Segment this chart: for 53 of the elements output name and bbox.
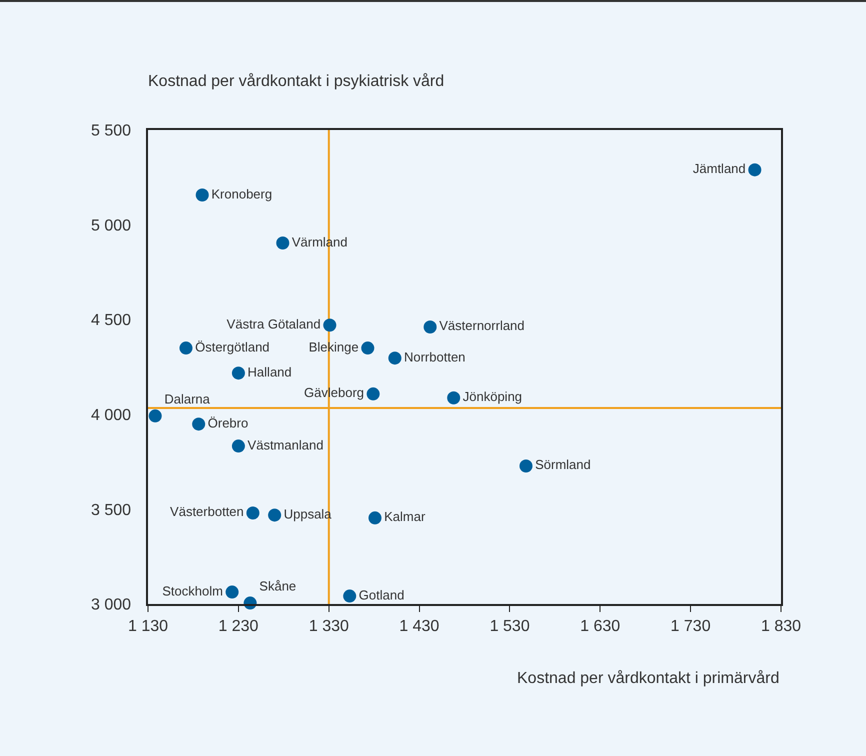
point [226,586,239,599]
point [192,418,206,431]
data-label: Sörmland [535,457,591,472]
y-tick-label: 4 500 [91,312,132,330]
point [196,188,209,202]
point [388,352,402,365]
data-label: Kalmar [384,509,426,524]
data-label: Norrbotten [404,349,466,364]
data-label: Gotland [358,587,404,602]
data-label: Östergötland [195,339,270,354]
y-tick-label: 5 500 [91,122,132,140]
point [268,508,282,522]
data-label: Kronoberg [211,186,272,202]
x-tick-label: 1 130 [128,618,168,635]
data-label: Stockholm [162,583,223,598]
x-tick-label: 1 730 [670,618,711,635]
point [232,440,245,453]
x-tick-label: 1 230 [218,618,259,635]
x-axis-title: Kostnad per vårdkontakt i primärvård [517,670,780,687]
point [447,391,460,404]
data-label: Jämtland [692,161,746,176]
point [748,163,762,176]
y-tick-label: 5 000 [91,217,132,234]
point [276,236,290,250]
x-tick-label: 1 530 [490,618,530,635]
point [366,387,380,400]
y-tick-label: 3 500 [91,502,132,519]
data-label: Skåne [259,578,296,594]
data-label: Västernorrland [439,318,525,334]
x-tick-label: 1 430 [399,618,440,635]
point [519,459,532,472]
point [323,318,336,332]
data-label: Dalarna [164,392,211,407]
point [368,511,382,524]
x-tick-label: 1 330 [308,618,349,635]
point [148,409,162,422]
data-label: Halland [248,364,292,380]
y-tick-label: 3 000 [91,596,132,614]
data-label: Jönköping [462,389,522,404]
point [361,342,374,355]
point [424,320,437,334]
data-label: Västmanland [248,437,324,452]
data-label: Västra Götaland [226,316,321,332]
y-axis-title: Kostnad per vårdkontakt i psykiatrisk vård [148,73,444,90]
point [232,366,245,380]
point [343,590,356,603]
y-tick-label: 4 000 [91,407,132,424]
point [179,342,192,355]
x-tick-label: 1 630 [580,618,620,635]
point [246,506,260,520]
x-tick-label: 1 830 [760,618,802,635]
data-label: Västerbotten [170,504,244,520]
data-label: Örebro [208,415,248,430]
